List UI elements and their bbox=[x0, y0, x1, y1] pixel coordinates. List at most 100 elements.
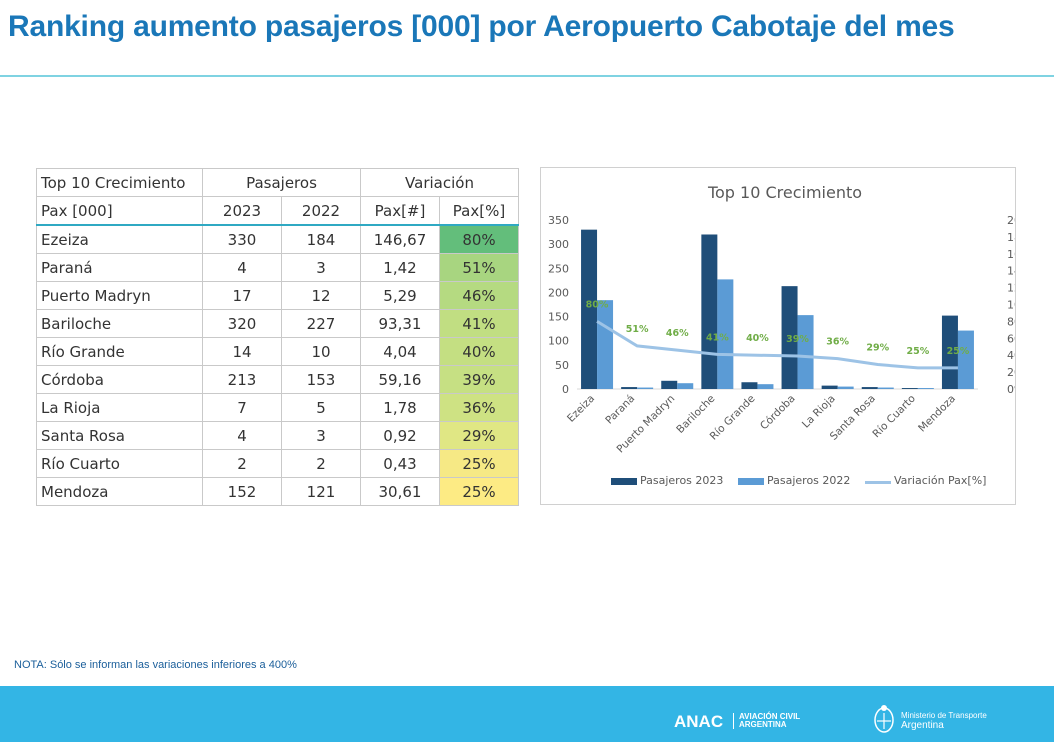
pct-variation: 46% bbox=[439, 281, 519, 310]
chart-title: Top 10 Crecimiento bbox=[707, 183, 862, 202]
pax-variation: 30,61 bbox=[360, 477, 440, 506]
chart-panel: Top 10 Crecimiento 0 50 100 150 200 250 300 350… bbox=[540, 167, 1016, 505]
variation-data-label: 25% bbox=[906, 346, 929, 357]
pct-variation: 36% bbox=[439, 393, 519, 422]
legend-swatch bbox=[738, 478, 764, 485]
aviacion-civil-logo-text: AVIACIÓN CIVIL ARGENTINA bbox=[739, 713, 819, 729]
pax-variation: 4,04 bbox=[360, 337, 440, 366]
variation-data-label: 39% bbox=[786, 334, 809, 345]
bar-2023 bbox=[861, 387, 878, 389]
airport-name: La Rioja bbox=[36, 393, 203, 422]
ministerio-line-2: Argentina bbox=[901, 720, 944, 731]
pax-2023: 4 bbox=[202, 253, 282, 282]
airport-name: Puerto Madryn bbox=[36, 281, 203, 310]
ranking-table: Top 10 Crecimiento Pasajeros Variación P… bbox=[36, 168, 519, 506]
variation-data-label: 36% bbox=[826, 337, 849, 348]
pct-variation: 39% bbox=[439, 365, 519, 394]
y-tick-label: 150 bbox=[548, 311, 569, 324]
pax-2022: 121 bbox=[281, 477, 361, 506]
pax-2022: 12 bbox=[281, 281, 361, 310]
table-row: Puerto Madryn 17 12 5,29 46% bbox=[36, 281, 519, 310]
y-tick-label: 0 bbox=[562, 383, 569, 396]
bar-2022 bbox=[717, 279, 734, 389]
argentina-seal-icon bbox=[874, 705, 894, 733]
variation-data-label: 25% bbox=[947, 346, 970, 357]
pax-2023: 152 bbox=[202, 477, 282, 506]
bar-2023 bbox=[781, 286, 798, 389]
legend-label: Pasajeros 2023 bbox=[640, 474, 723, 487]
pct-variation: 80% bbox=[439, 224, 519, 254]
bar-2023 bbox=[581, 229, 598, 389]
variation-data-label: 40% bbox=[746, 333, 769, 344]
y-tick-label: 350 bbox=[548, 214, 569, 227]
airport-name: Mendoza bbox=[36, 477, 203, 506]
airport-name: Paraná bbox=[36, 253, 203, 282]
bar-2023 bbox=[901, 388, 918, 389]
variation-data-label: 29% bbox=[866, 342, 889, 353]
y2-tick-label: 20% bbox=[1007, 366, 1015, 379]
bar-2022 bbox=[757, 384, 774, 389]
pct-variation: 41% bbox=[439, 309, 519, 338]
pax-2023: 320 bbox=[202, 309, 282, 338]
y2-tick-label: 0% bbox=[1007, 383, 1015, 396]
bar-2022 bbox=[837, 386, 854, 389]
pax-2023: 2 bbox=[202, 449, 282, 478]
pax-2023: 14 bbox=[202, 337, 282, 366]
pax-2022: 227 bbox=[281, 309, 361, 338]
pax-2022: 2 bbox=[281, 449, 361, 478]
table-row: Río Cuarto 2 2 0,43 25% bbox=[36, 449, 519, 478]
y2-tick-label: 200% bbox=[1007, 214, 1015, 227]
header-top10: Top 10 Crecimiento bbox=[36, 168, 203, 197]
header-pax: Pax [000] bbox=[36, 196, 203, 226]
airport-name: Córdoba bbox=[36, 365, 203, 394]
ministerio-logo-text: Ministerio de Transporte Argentina bbox=[901, 711, 987, 731]
pax-variation: 93,31 bbox=[360, 309, 440, 338]
table-row: Córdoba 213 153 59,16 39% bbox=[36, 365, 519, 394]
y2-tick-label: 60% bbox=[1007, 332, 1015, 345]
pax-variation: 146,67 bbox=[360, 224, 440, 254]
bar-2022 bbox=[637, 387, 654, 389]
x-tick-label: La Rioja bbox=[800, 393, 838, 431]
pax-2022: 5 bbox=[281, 393, 361, 422]
y-tick-label: 300 bbox=[548, 238, 569, 251]
pax-variation: 59,16 bbox=[360, 365, 440, 394]
bar-2022 bbox=[677, 383, 694, 389]
header-pax-pct: Pax[%] bbox=[439, 196, 519, 226]
bar-2023 bbox=[741, 382, 758, 389]
pct-variation: 40% bbox=[439, 337, 519, 366]
variation-data-label: 80% bbox=[586, 299, 609, 310]
bar-2023 bbox=[701, 234, 718, 389]
x-tick-label: Río Cuarto bbox=[870, 393, 918, 441]
table-row: Paraná 4 3 1,42 51% bbox=[36, 253, 519, 282]
y2-tick-label: 120% bbox=[1007, 282, 1015, 295]
table-header-row-1: Top 10 Crecimiento Pasajeros Variación bbox=[36, 168, 519, 197]
pax-variation: 0,92 bbox=[360, 421, 440, 450]
legend-label: Pasajeros 2022 bbox=[767, 474, 850, 487]
title-divider bbox=[0, 75, 1054, 77]
y-tick-label: 250 bbox=[548, 262, 569, 275]
pax-2022: 3 bbox=[281, 421, 361, 450]
pax-2023: 4 bbox=[202, 421, 282, 450]
variation-data-label: 41% bbox=[706, 332, 729, 343]
y2-tick-label: 160% bbox=[1007, 248, 1015, 261]
aviacion-line-2: ARGENTINA bbox=[739, 720, 787, 729]
pax-2022: 184 bbox=[281, 224, 361, 254]
legend-label: Variación Pax[%] bbox=[894, 474, 986, 487]
legend-swatch bbox=[611, 478, 637, 485]
pct-variation: 25% bbox=[439, 449, 519, 478]
footer-bar bbox=[0, 686, 1054, 742]
table-row: La Rioja 7 5 1,78 36% bbox=[36, 393, 519, 422]
bar-2022 bbox=[797, 315, 814, 389]
pax-2022: 10 bbox=[281, 337, 361, 366]
x-tick-label: Mendoza bbox=[916, 393, 958, 435]
airport-name: Río Grande bbox=[36, 337, 203, 366]
chart-svg: Top 10 Crecimiento 0 50 100 150 200 250 300 350… bbox=[548, 183, 1015, 487]
aviacion-line-1: AVIACIÓN CIVIL bbox=[739, 712, 801, 721]
pax-2022: 153 bbox=[281, 365, 361, 394]
pax-variation: 0,43 bbox=[360, 449, 440, 478]
y-tick-label: 50 bbox=[555, 359, 569, 372]
header-variacion: Variación bbox=[360, 168, 519, 197]
x-tick-label: Ezeiza bbox=[565, 393, 597, 425]
pct-variation: 25% bbox=[439, 477, 519, 506]
x-tick-label: Paraná bbox=[603, 393, 637, 427]
